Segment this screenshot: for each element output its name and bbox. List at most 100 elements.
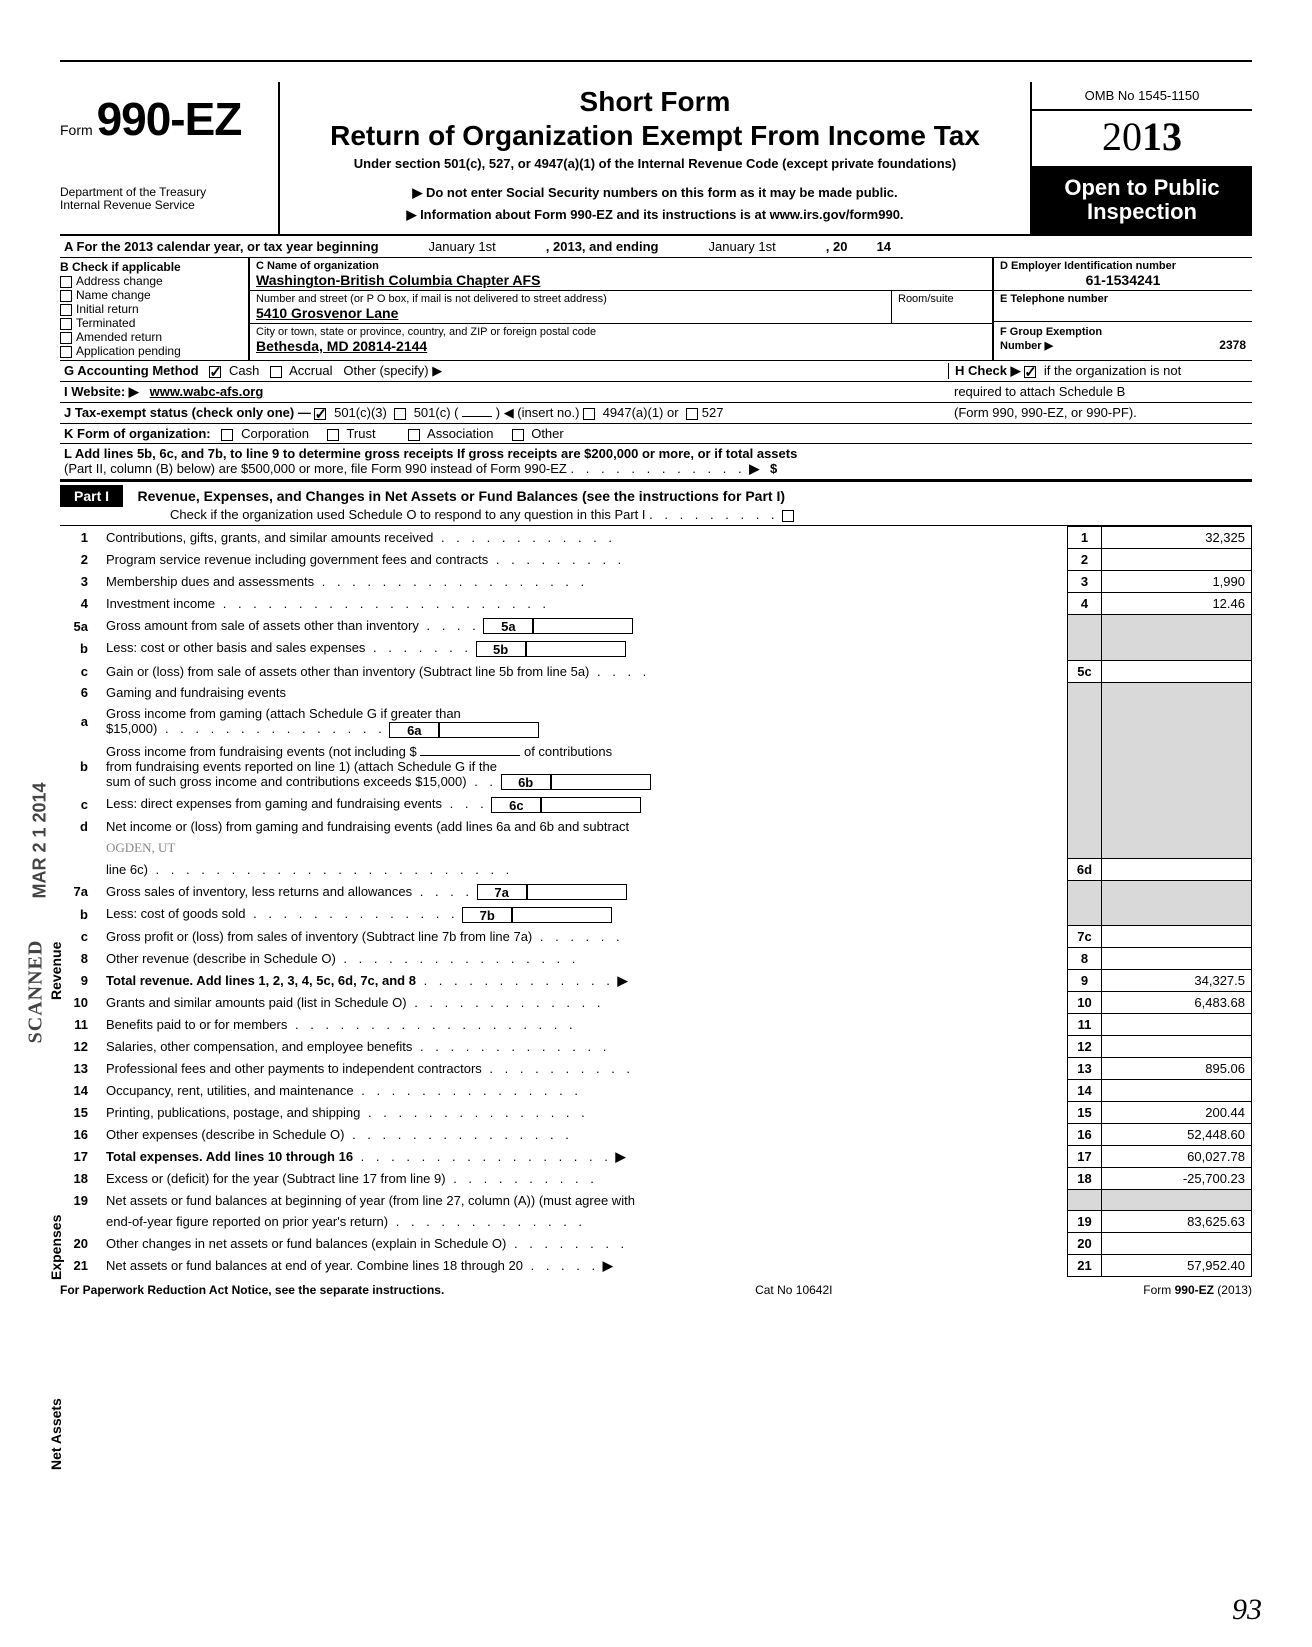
b-opt-3[interactable]: Terminated xyxy=(60,316,242,330)
a-yrp: , 20 xyxy=(826,239,848,254)
b-opt-5[interactable]: Application pending xyxy=(60,344,242,358)
row-5a: 5aGross amount from sale of assets other… xyxy=(60,615,1252,638)
row-8: 8Other revenue (describe in Schedule O) … xyxy=(60,948,1252,970)
note2: ▶ Information about Form 990-EZ and its … xyxy=(288,207,1022,223)
subtitle: Under section 501(c), 527, or 4947(a)(1)… xyxy=(288,156,1022,171)
lines-table: 1Contributions, gifts, grants, and simil… xyxy=(60,526,1252,1277)
header: Form 990-EZ Department of the Treasury I… xyxy=(60,82,1252,236)
page-number: 93 xyxy=(1232,1593,1262,1627)
footer-right: Form 990-EZ (2013) xyxy=(1143,1283,1252,1297)
header-right: OMB No 1545-1150 2013 Open to Public Ins… xyxy=(1032,82,1252,234)
b-opt-1[interactable]: Name change xyxy=(60,288,242,302)
side-expenses: Expenses xyxy=(48,1215,64,1280)
col-b: B Check if applicable Address change Nam… xyxy=(60,258,250,360)
b-opt-2[interactable]: Initial return xyxy=(60,302,242,316)
part1-checkline: Check if the organization used Schedule … xyxy=(170,507,646,522)
year-outline: 20 xyxy=(1102,114,1142,159)
row-19-1: 19Net assets or fund balances at beginni… xyxy=(60,1190,1252,1211)
l-arrow: ▶ xyxy=(749,461,759,476)
c-addr-cell: Number and street (or P O box, if mail i… xyxy=(250,291,892,324)
short-form: Short Form xyxy=(288,86,1022,118)
row-14: 14Occupancy, rent, utilities, and mainte… xyxy=(60,1080,1252,1102)
row-12: 12Salaries, other compensation, and empl… xyxy=(60,1036,1252,1058)
a-text: A For the 2013 calendar year, or tax yea… xyxy=(64,239,379,254)
j-a-chk[interactable] xyxy=(314,408,326,420)
j-b-chk[interactable] xyxy=(394,408,406,420)
footer-mid: Cat No 10642I xyxy=(755,1283,832,1297)
part1-row: Part I Revenue, Expenses, and Changes in… xyxy=(60,481,1252,526)
part1-title: Revenue, Expenses, and Changes in Net As… xyxy=(137,488,785,504)
l-1: L Add lines 5b, 6c, and 7b, to line 9 to… xyxy=(64,446,1248,461)
form-no: 990-EZ xyxy=(97,93,242,145)
f-cell: F Group Exemption Number ▶ 2378 xyxy=(994,322,1252,354)
k-c: Association xyxy=(427,426,493,441)
f-val: 2378 xyxy=(1219,338,1246,352)
omb: OMB No 1545-1150 xyxy=(1032,82,1252,111)
row-21: 21Net assets or fund balances at end of … xyxy=(60,1255,1252,1277)
k-a: Corporation xyxy=(241,426,309,441)
row-7a: 7aGross sales of inventory, less returns… xyxy=(60,881,1252,904)
j-label: J Tax-exempt status (check only one) — xyxy=(64,405,311,420)
side-revenue: Revenue xyxy=(48,942,64,1000)
k-d-chk[interactable] xyxy=(512,429,524,441)
d-cap: D Employer Identification number xyxy=(1000,260,1246,272)
c-city-val: Bethesda, MD 20814-2144 xyxy=(256,338,986,354)
h-t4: (Form 990, 990-EZ, or 990-PF). xyxy=(948,405,1248,421)
c-city-cell: City or town, state or province, country… xyxy=(250,324,992,356)
k-c-chk[interactable] xyxy=(408,429,420,441)
k-b-chk[interactable] xyxy=(327,429,339,441)
j-row: J Tax-exempt status (check only one) — 5… xyxy=(60,403,1252,424)
row-18: 18Excess or (deficit) for the year (Subt… xyxy=(60,1168,1252,1190)
part1-chk[interactable] xyxy=(782,510,794,522)
g-label: G Accounting Method xyxy=(64,363,199,378)
k-row: K Form of organization: Corporation Trus… xyxy=(60,424,1252,444)
b-opt-0[interactable]: Address change xyxy=(60,274,242,288)
side-net: Net Assets xyxy=(48,1398,64,1470)
form-number: Form 990-EZ xyxy=(60,92,270,146)
b-opt-4[interactable]: Amended return xyxy=(60,330,242,344)
j-cell: J Tax-exempt status (check only one) — 5… xyxy=(64,405,948,421)
form-prefix: Form xyxy=(60,122,93,138)
dept2: Internal Revenue Service xyxy=(60,199,270,212)
row-1: 1Contributions, gifts, grants, and simil… xyxy=(60,527,1252,549)
row-4: 4Investment income . . . . . . . . . . .… xyxy=(60,593,1252,615)
a-mid: , 2013, and ending xyxy=(546,239,659,254)
j-d-chk[interactable] xyxy=(686,408,698,420)
i-label: I Website: ▶ xyxy=(64,384,139,399)
j-b: 501(c) ( xyxy=(414,405,459,420)
stamp-date: MAR 2 1 2014 xyxy=(30,782,51,898)
row-13: 13Professional fees and other payments t… xyxy=(60,1058,1252,1080)
j-d: 527 xyxy=(702,405,724,420)
b-header: B Check if applicable xyxy=(60,260,242,274)
f-cap2: Number ▶ xyxy=(1000,340,1053,352)
d-cell: D Employer Identification number 61-1534… xyxy=(994,258,1252,291)
c-name-cell: C Name of organization Washington-Britis… xyxy=(250,258,992,291)
c-name-val: Washington-British Columbia Chapter AFS xyxy=(256,272,986,288)
row-11: 11Benefits paid to or for members . . . … xyxy=(60,1014,1252,1036)
k-label: K Form of organization: xyxy=(64,426,211,441)
h-chk[interactable] xyxy=(1024,366,1036,378)
h-cell: H Check ▶ if the organization is not xyxy=(948,363,1248,379)
h-t2: if the organization is not xyxy=(1044,363,1181,378)
row-a: A For the 2013 calendar year, or tax yea… xyxy=(60,236,1252,258)
c-addr-row: Number and street (or P O box, if mail i… xyxy=(250,291,992,324)
l-dollar: $ xyxy=(770,461,777,476)
top-rule xyxy=(60,60,1252,62)
footer: For Paperwork Reduction Act Notice, see … xyxy=(60,1283,1252,1297)
k-a-chk[interactable] xyxy=(221,429,233,441)
title: Return of Organization Exempt From Incom… xyxy=(288,120,1022,152)
i-val: www.wabc-afs.org xyxy=(150,384,264,399)
footer-left: For Paperwork Reduction Act Notice, see … xyxy=(60,1283,444,1297)
g-accrual-chk[interactable] xyxy=(270,366,282,378)
i-row: I Website: ▶ www.wabc-afs.org required t… xyxy=(60,382,1252,403)
j-a: 501(c)(3) xyxy=(334,405,387,420)
g-other: Other (specify) ▶ xyxy=(343,363,442,378)
part1-tag: Part I xyxy=(60,485,123,507)
open2: Inspection xyxy=(1036,200,1248,224)
row-7c: cGross profit or (loss) from sales of in… xyxy=(60,926,1252,948)
g-cash-chk[interactable] xyxy=(209,366,221,378)
j-c: 4947(a)(1) or xyxy=(603,405,679,420)
row-17: 17Total expenses. Add lines 10 through 1… xyxy=(60,1146,1252,1168)
c-addr-cap: Number and street (or P O box, if mail i… xyxy=(256,293,885,305)
j-c-chk[interactable] xyxy=(583,408,595,420)
